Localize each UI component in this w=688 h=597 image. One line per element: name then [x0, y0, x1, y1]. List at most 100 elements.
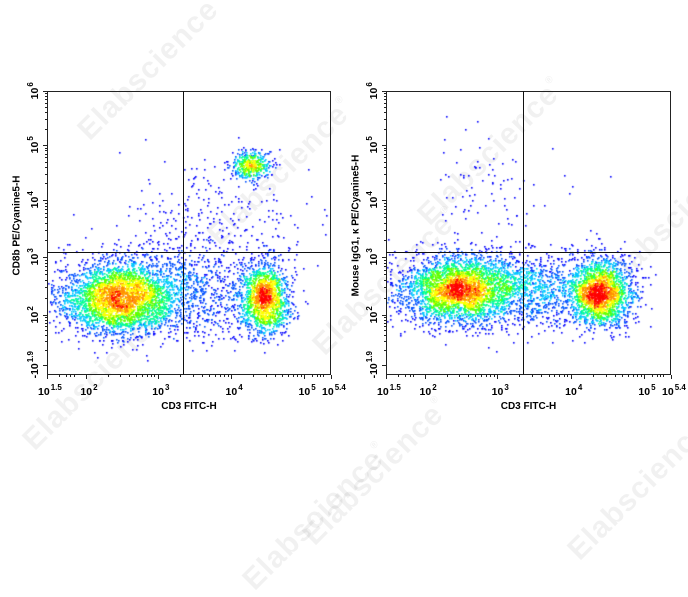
x-minor-tick — [300, 375, 302, 377]
y-minor-tick — [45, 317, 47, 319]
quadrant-gate-vertical[interactable] — [183, 91, 185, 375]
x-minor-tick — [320, 375, 322, 377]
x-minor-tick — [192, 375, 194, 377]
y-minor-tick — [384, 212, 386, 214]
y-minor-tick — [384, 173, 386, 175]
quadrant-gate-horizontal[interactable] — [47, 252, 331, 254]
y-minor-tick — [384, 153, 386, 155]
y-tick-label: 106 — [364, 82, 380, 100]
y-minor-tick — [384, 317, 386, 319]
y-minor-tick — [384, 112, 386, 114]
x-minor-tick — [567, 375, 569, 377]
y-minor-tick — [384, 217, 386, 219]
x-tick-mark — [331, 375, 332, 379]
y-minor-tick — [45, 99, 47, 101]
y-minor-tick — [45, 319, 47, 321]
y-minor-tick — [384, 107, 386, 109]
y-minor-tick — [45, 173, 47, 175]
x-minor-tick — [485, 375, 487, 377]
x-tick-mark — [497, 375, 499, 379]
x-minor-tick — [490, 375, 492, 377]
x-minor-tick — [146, 375, 148, 377]
y-tick-label: 102 — [364, 306, 380, 324]
y-minor-tick — [384, 128, 386, 130]
x-tick-mark — [231, 375, 233, 379]
y-minor-tick — [45, 269, 47, 271]
y-minor-tick — [45, 217, 47, 219]
x-minor-tick — [136, 375, 138, 377]
y-minor-tick — [384, 297, 386, 299]
x-minor-tick — [58, 375, 60, 377]
plot-frame — [47, 91, 331, 375]
x-minor-tick — [214, 375, 216, 377]
x-minor-tick — [563, 375, 565, 377]
x-minor-tick — [208, 375, 210, 377]
x-minor-tick — [652, 375, 654, 377]
x-minor-tick — [446, 375, 448, 377]
x-tick-label: 101.5 — [377, 383, 401, 398]
x-tick-mark — [85, 375, 87, 379]
y-minor-tick — [384, 119, 386, 121]
x-minor-tick — [129, 375, 131, 377]
x-minor-tick — [282, 375, 284, 377]
panel-isotype: -101.9 102 103 104 105 106 101.5 102 103 104 105 1… — [0, 0, 685, 490]
x-tick-mark — [643, 375, 645, 379]
x-tick-label: 102 — [419, 383, 437, 398]
x-minor-tick — [662, 375, 664, 377]
x-minor-tick — [274, 375, 276, 377]
y-minor-tick — [45, 287, 47, 289]
y-minor-tick — [45, 265, 47, 267]
y-minor-tick — [45, 93, 47, 95]
y-tick-mark — [43, 257, 47, 258]
y-axis-title: Mouse IgG1, κ PE/Cyanine5-H — [350, 154, 362, 296]
x-minor-tick — [223, 375, 225, 377]
x-minor-tick — [120, 375, 122, 377]
y-minor-tick — [384, 208, 386, 210]
y-minor-tick — [45, 262, 47, 264]
x-minor-tick — [65, 375, 67, 377]
y-minor-tick — [384, 262, 386, 264]
y-minor-tick — [384, 280, 386, 282]
y-minor-tick — [384, 147, 386, 149]
quadrant-gate-vertical[interactable] — [523, 91, 525, 375]
y-minor-tick — [45, 349, 47, 351]
y-minor-tick — [45, 280, 47, 282]
x-minor-tick — [660, 375, 662, 377]
y-minor-tick — [384, 222, 386, 224]
x-minor-tick — [287, 375, 289, 377]
x-tick-label: 102 — [80, 383, 98, 398]
x-axis-title: CD3 FITC-H — [500, 401, 557, 412]
x-minor-tick — [296, 375, 298, 377]
y-minor-tick — [45, 107, 47, 109]
x-minor-tick — [413, 375, 415, 377]
x-minor-tick — [219, 375, 221, 377]
panel-cd8b: -101.9 102 103 104 105 106 101.5 102 103 104 105 1… — [0, 0, 346, 490]
y-minor-tick — [45, 161, 47, 163]
quadrant-gate-horizontal[interactable] — [386, 252, 671, 254]
x-minor-tick — [459, 375, 461, 377]
x-minor-tick — [312, 375, 314, 377]
y-minor-tick — [384, 161, 386, 163]
x-tick-mark — [425, 375, 427, 379]
x-tick-mark — [157, 375, 159, 379]
y-minor-tick — [384, 96, 386, 98]
x-minor-tick — [316, 375, 318, 377]
y-minor-tick — [45, 157, 47, 159]
y-minor-tick — [45, 326, 47, 328]
x-minor-tick — [621, 375, 623, 377]
y-tick-label: -101.9 — [364, 351, 380, 379]
y-tick-mark — [382, 91, 386, 92]
y-minor-tick — [45, 96, 47, 98]
x-tick-label: 105.4 — [662, 383, 686, 398]
x-minor-tick — [150, 375, 152, 377]
y-minor-tick — [384, 319, 386, 321]
x-tick-label: 103 — [152, 383, 170, 398]
x-minor-tick — [404, 375, 406, 377]
y-minor-tick — [45, 330, 47, 332]
x-axis-title: CD3 FITC-H — [161, 401, 217, 412]
watermark-text: Elabscience® — [561, 412, 688, 567]
x-tick-mark — [570, 375, 572, 379]
y-minor-tick — [45, 259, 47, 261]
y-minor-tick — [45, 147, 47, 149]
x-minor-tick — [481, 375, 483, 377]
